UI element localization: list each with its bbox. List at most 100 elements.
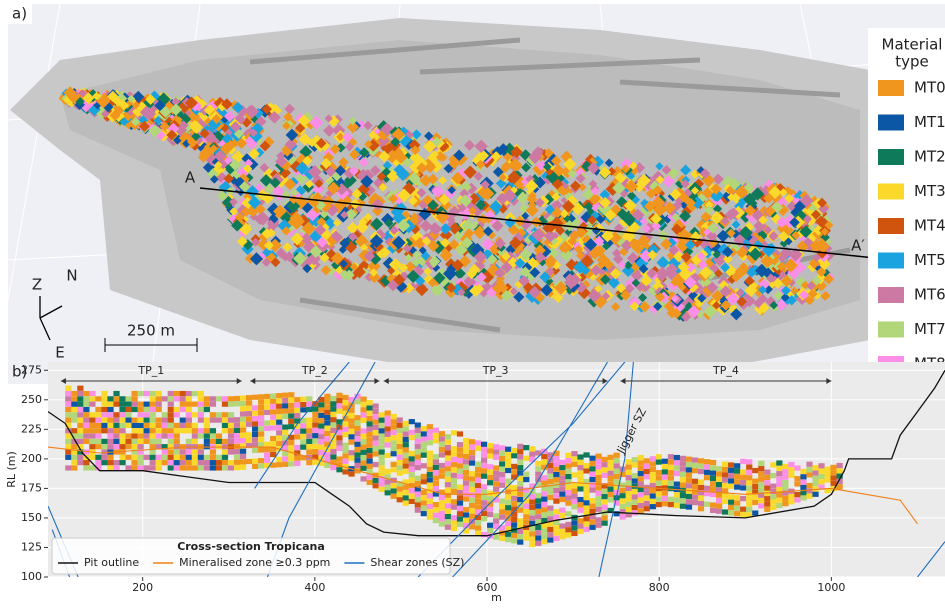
- section-block: [462, 528, 470, 534]
- section-block: [601, 504, 608, 510]
- section-block: [119, 433, 126, 439]
- section-block: [438, 505, 446, 511]
- x-tick-label: 400: [304, 581, 325, 594]
- section-block: [438, 447, 446, 453]
- y-tick-label: 250: [21, 393, 42, 406]
- block: [765, 205, 776, 217]
- section-block: [450, 478, 458, 484]
- block: [599, 189, 611, 200]
- block: [697, 236, 710, 249]
- section-block: [209, 412, 217, 418]
- block: [446, 215, 456, 225]
- section-block: [493, 518, 500, 524]
- block: [398, 271, 410, 282]
- section-block: [239, 427, 247, 433]
- section-block: [649, 472, 656, 478]
- section-block: [77, 406, 84, 413]
- section-block: [384, 421, 391, 427]
- section-block: [655, 475, 662, 481]
- section-block: [746, 459, 753, 465]
- section-block: [191, 465, 198, 471]
- block: [363, 120, 373, 131]
- block: [617, 260, 627, 269]
- section-block: [806, 488, 813, 494]
- block: [368, 128, 383, 142]
- section-block: [288, 461, 295, 467]
- section-block: [65, 465, 72, 471]
- block: [720, 262, 730, 273]
- section-block: [734, 505, 741, 511]
- block: [420, 251, 431, 261]
- section-block: [149, 422, 156, 429]
- section-block: [625, 469, 632, 475]
- section-block: [758, 460, 765, 466]
- section-block: [722, 498, 729, 504]
- block: [525, 203, 539, 217]
- section-block: [426, 461, 433, 467]
- block: [820, 291, 830, 301]
- section-block: [487, 453, 494, 459]
- block: [753, 297, 765, 309]
- block: [382, 160, 393, 171]
- section-block: [595, 522, 602, 528]
- section-block: [89, 396, 96, 402]
- section-block: [252, 442, 259, 448]
- section-block: [728, 467, 735, 473]
- section-block: [342, 432, 349, 438]
- section-block: [155, 444, 162, 450]
- compass-arrow: [39, 305, 63, 319]
- section-block: [541, 528, 548, 534]
- section-block: [161, 428, 168, 434]
- block: [379, 246, 391, 259]
- block: [623, 260, 633, 270]
- section-block: [137, 438, 144, 444]
- section-block: [529, 531, 536, 537]
- section-block: [282, 429, 289, 436]
- section-block: [613, 484, 620, 490]
- section-block: [414, 427, 421, 434]
- section-block: [438, 521, 446, 527]
- section-block: [697, 506, 705, 512]
- section-block: [221, 412, 229, 418]
- section-block: [77, 422, 84, 429]
- section-block: [535, 466, 542, 472]
- section-block: [468, 502, 476, 509]
- block: [646, 268, 657, 279]
- block: [393, 273, 406, 286]
- block: [549, 216, 564, 231]
- section-block: [131, 444, 138, 450]
- block: [765, 296, 777, 308]
- section-block: [252, 421, 259, 427]
- section-block: [288, 418, 295, 424]
- section-block: [113, 422, 120, 429]
- block: [534, 251, 546, 263]
- block: [494, 237, 506, 249]
- section-block: [474, 504, 482, 510]
- section-block: [601, 494, 608, 500]
- block: [653, 301, 663, 312]
- block: [502, 142, 517, 156]
- section-block: [607, 475, 614, 482]
- section-block: [408, 419, 415, 425]
- block: [569, 230, 580, 241]
- section-block: [577, 507, 584, 513]
- section-block: [396, 486, 403, 492]
- section-block: [481, 473, 488, 479]
- section-block: [613, 457, 620, 464]
- section-block: [396, 433, 403, 439]
- section-block: [595, 480, 602, 486]
- section-block: [65, 422, 72, 429]
- section-block: [252, 426, 259, 432]
- section-block: [426, 493, 433, 499]
- section-block: [215, 412, 223, 418]
- section-block: [679, 455, 687, 461]
- block: [316, 217, 327, 228]
- section-block: [402, 452, 409, 458]
- section-block: [131, 454, 138, 460]
- section-block: [306, 428, 313, 434]
- section-block: [499, 445, 506, 451]
- section-block: [408, 461, 415, 467]
- section-block: [541, 454, 548, 460]
- block: [816, 239, 830, 254]
- section-block: [264, 452, 271, 458]
